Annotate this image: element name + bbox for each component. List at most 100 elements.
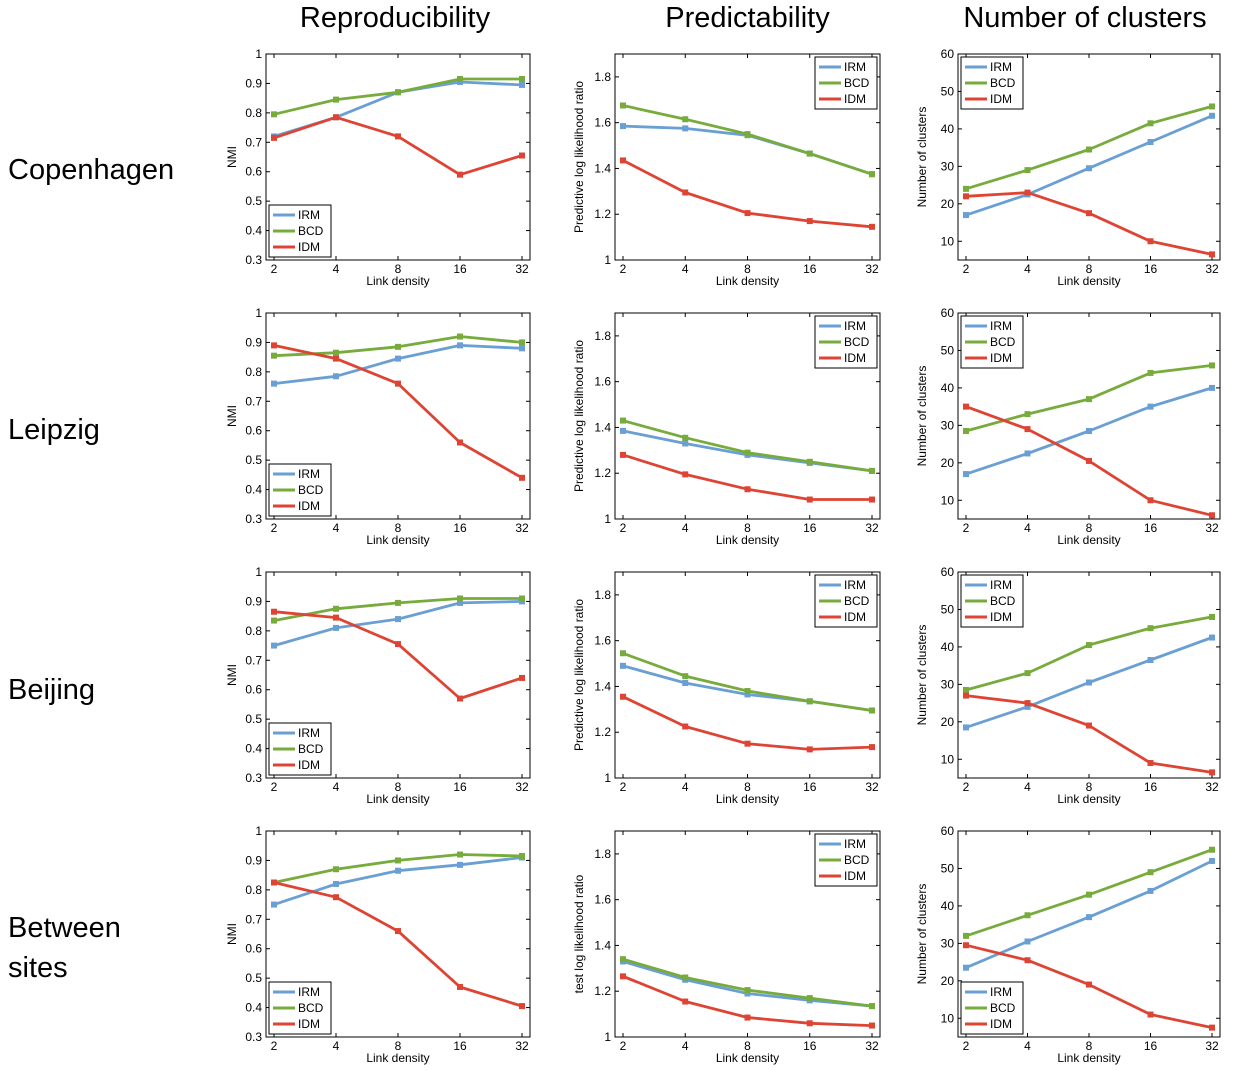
data-point-bcd <box>457 333 463 340</box>
data-point-irm <box>271 901 277 908</box>
legend-label-idm: IDM <box>298 240 320 254</box>
y-tick-label: 0.9 <box>245 335 262 349</box>
data-point-irm <box>1209 634 1215 641</box>
legend-label-idm: IDM <box>990 92 1012 106</box>
legend: IRM BCD IDM <box>814 315 878 369</box>
y-tick-label: 1.4 <box>594 938 611 952</box>
y-axis-label: Number of clusters <box>915 884 929 985</box>
x-tick-label: 32 <box>865 262 879 276</box>
data-point-bcd <box>620 102 626 109</box>
data-point-bcd <box>682 434 689 441</box>
data-point-bcd <box>869 171 875 178</box>
data-point-idm <box>682 189 689 196</box>
x-tick-label: 2 <box>963 262 970 276</box>
data-point-idm <box>1209 1024 1215 1031</box>
data-point-idm <box>682 723 689 730</box>
chart-panel: 0.3 0.4 0.5 0.6 0.7 0.8 0.9 1 2 4 8 16 32 Link densit… <box>225 824 531 1065</box>
legend-label-bcd: BCD <box>298 742 324 756</box>
data-point-idm <box>1024 700 1031 707</box>
data-point-bcd <box>744 131 751 138</box>
data-point-bcd <box>682 974 689 981</box>
x-axis-label: Link density <box>1057 274 1120 288</box>
y-axis-label: NMI <box>225 664 239 686</box>
y-axis-label: NMI <box>225 405 239 427</box>
x-tick-label: 4 <box>682 1039 689 1053</box>
data-point-idm <box>806 496 813 503</box>
x-tick-label: 16 <box>1144 780 1158 794</box>
legend: IRM BCD IDM <box>960 981 1024 1035</box>
data-point-idm <box>1147 760 1154 767</box>
x-axis-label: Link density <box>1057 533 1120 547</box>
x-tick-label: 16 <box>1144 262 1158 276</box>
data-point-irm <box>1024 703 1031 710</box>
y-tick-label: 50 <box>941 84 955 98</box>
y-tick-label: 1 <box>255 306 262 320</box>
legend-label-idm: IDM <box>844 610 866 624</box>
chart-panel: 1 1.2 1.4 1.6 1.8 2 4 8 16 32 Link density Predicti… <box>572 312 881 547</box>
data-point-idm <box>963 193 969 200</box>
legend-label-idm: IDM <box>298 758 320 772</box>
data-point-idm <box>620 157 626 164</box>
y-tick-label: 0.6 <box>245 165 262 179</box>
data-point-bcd <box>1086 891 1092 898</box>
y-tick-label: 0.5 <box>245 971 262 985</box>
data-point-bcd <box>519 595 525 602</box>
x-tick-label: 32 <box>865 1039 879 1053</box>
data-point-idm <box>333 894 339 901</box>
data-point-idm <box>682 998 689 1005</box>
y-tick-label: 0.4 <box>245 483 262 497</box>
data-point-idm <box>869 496 875 503</box>
y-tick-label: 0.7 <box>245 653 262 667</box>
legend-label-idm: IDM <box>990 610 1012 624</box>
data-point-idm <box>395 641 401 648</box>
y-tick-label: 1.2 <box>594 725 611 739</box>
legend-label-bcd: BCD <box>844 853 870 867</box>
chart-panel: 1 1.2 1.4 1.6 1.8 2 4 8 16 32 Link density test log… <box>572 830 881 1065</box>
legend-label-bcd: BCD <box>990 76 1016 90</box>
data-point-idm <box>1024 957 1031 964</box>
legend: IRM BCD IDM <box>268 204 332 258</box>
y-tick-label: 1.6 <box>594 893 611 907</box>
data-point-irm <box>1086 427 1092 434</box>
data-point-irm <box>519 345 525 352</box>
data-point-idm <box>271 342 277 349</box>
y-tick-label: 0.9 <box>245 853 262 867</box>
x-tick-label: 4 <box>1024 1039 1031 1053</box>
y-tick-label: 1.6 <box>594 634 611 648</box>
data-point-idm <box>271 134 277 141</box>
data-point-irm <box>271 380 277 387</box>
data-point-idm <box>806 218 813 225</box>
x-tick-label: 32 <box>865 521 879 535</box>
data-point-idm <box>1209 251 1215 258</box>
y-tick-label: 10 <box>941 752 955 766</box>
x-axis-label: Link density <box>716 1051 779 1065</box>
y-tick-label: 50 <box>941 343 955 357</box>
data-point-irm <box>682 680 689 687</box>
y-tick-label: 1 <box>255 565 262 579</box>
y-tick-label: 0.9 <box>245 76 262 90</box>
legend-label-bcd: BCD <box>844 335 870 349</box>
y-tick-label: 1.4 <box>594 679 611 693</box>
x-tick-label: 8 <box>1086 1039 1093 1053</box>
y-tick-label: 60 <box>941 306 955 320</box>
data-point-irm <box>457 342 463 349</box>
data-point-idm <box>333 614 339 621</box>
legend-label-idm: IDM <box>990 351 1012 365</box>
x-axis-label: Link density <box>716 792 779 806</box>
data-point-irm <box>744 691 751 698</box>
data-point-irm <box>682 125 689 132</box>
x-tick-label: 32 <box>1205 262 1219 276</box>
x-tick-label: 2 <box>271 521 278 535</box>
data-point-bcd <box>1147 369 1154 376</box>
y-tick-label: 1.6 <box>594 375 611 389</box>
y-tick-label: 50 <box>941 602 955 616</box>
x-tick-label: 4 <box>682 262 689 276</box>
x-axis-label: Link density <box>716 274 779 288</box>
y-tick-label: 40 <box>941 381 955 395</box>
legend-label-irm: IRM <box>990 60 1012 74</box>
x-tick-label: 16 <box>453 780 467 794</box>
y-axis-label: Predictive log likelihood ratio <box>572 340 586 492</box>
data-point-bcd <box>869 1003 875 1010</box>
x-axis-label: Link density <box>1057 792 1120 806</box>
data-point-bcd <box>1209 613 1215 620</box>
